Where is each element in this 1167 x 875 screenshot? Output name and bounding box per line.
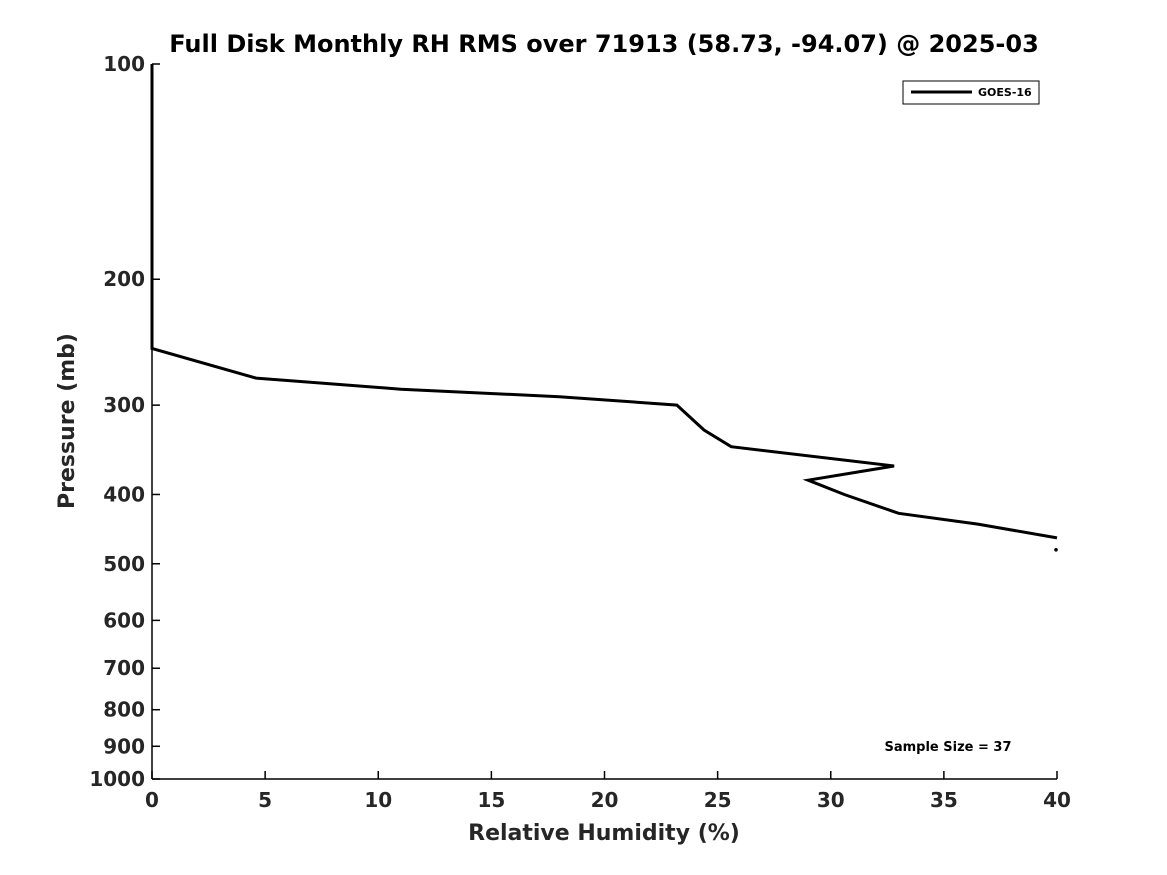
x-tick-label: 20 <box>591 788 619 812</box>
y-tick-label: 900 <box>103 734 145 758</box>
legend: GOES-16 <box>902 80 1040 105</box>
legend-label-goes-16: GOES-16 <box>978 86 1032 99</box>
x-tick-label: 30 <box>817 788 845 812</box>
x-tick-label: 35 <box>930 788 958 812</box>
series-line-goes-16 <box>150 64 1058 540</box>
x-tick-label: 10 <box>364 788 392 812</box>
ticks: 0 5 10 15 20 25 30 35 40 100 200 300 400 500 600 700 800… <box>89 52 1071 812</box>
x-tick-label: 15 <box>477 788 505 812</box>
x-tick-label: 40 <box>1043 788 1071 812</box>
x-tick-label: 0 <box>145 788 159 812</box>
y-tick-label: 800 <box>103 698 145 722</box>
y-tick-label: 500 <box>103 552 145 576</box>
x-axis-label: Relative Humidity (%) <box>468 821 740 846</box>
plot-area <box>150 64 1058 552</box>
y-tick-label: 100 <box>103 52 145 76</box>
y-tick-label: 600 <box>103 608 145 632</box>
x-tick-label: 5 <box>258 788 272 812</box>
y-axis-label: Pressure (mb) <box>55 333 80 509</box>
y-tick-label: 1000 <box>89 767 145 791</box>
chart-title: Full Disk Monthly RH RMS over 71913 (58.… <box>169 30 1039 58</box>
y-tick-label: 700 <box>103 656 145 680</box>
series-point-goes-16 <box>1054 547 1058 552</box>
y-tick-label: 400 <box>103 482 145 506</box>
x-tick-label: 25 <box>704 788 732 812</box>
y-tick-label: 300 <box>103 393 145 417</box>
sample-size-annotation: Sample Size = 37 <box>884 740 1011 755</box>
y-tick-label: 200 <box>103 267 145 291</box>
